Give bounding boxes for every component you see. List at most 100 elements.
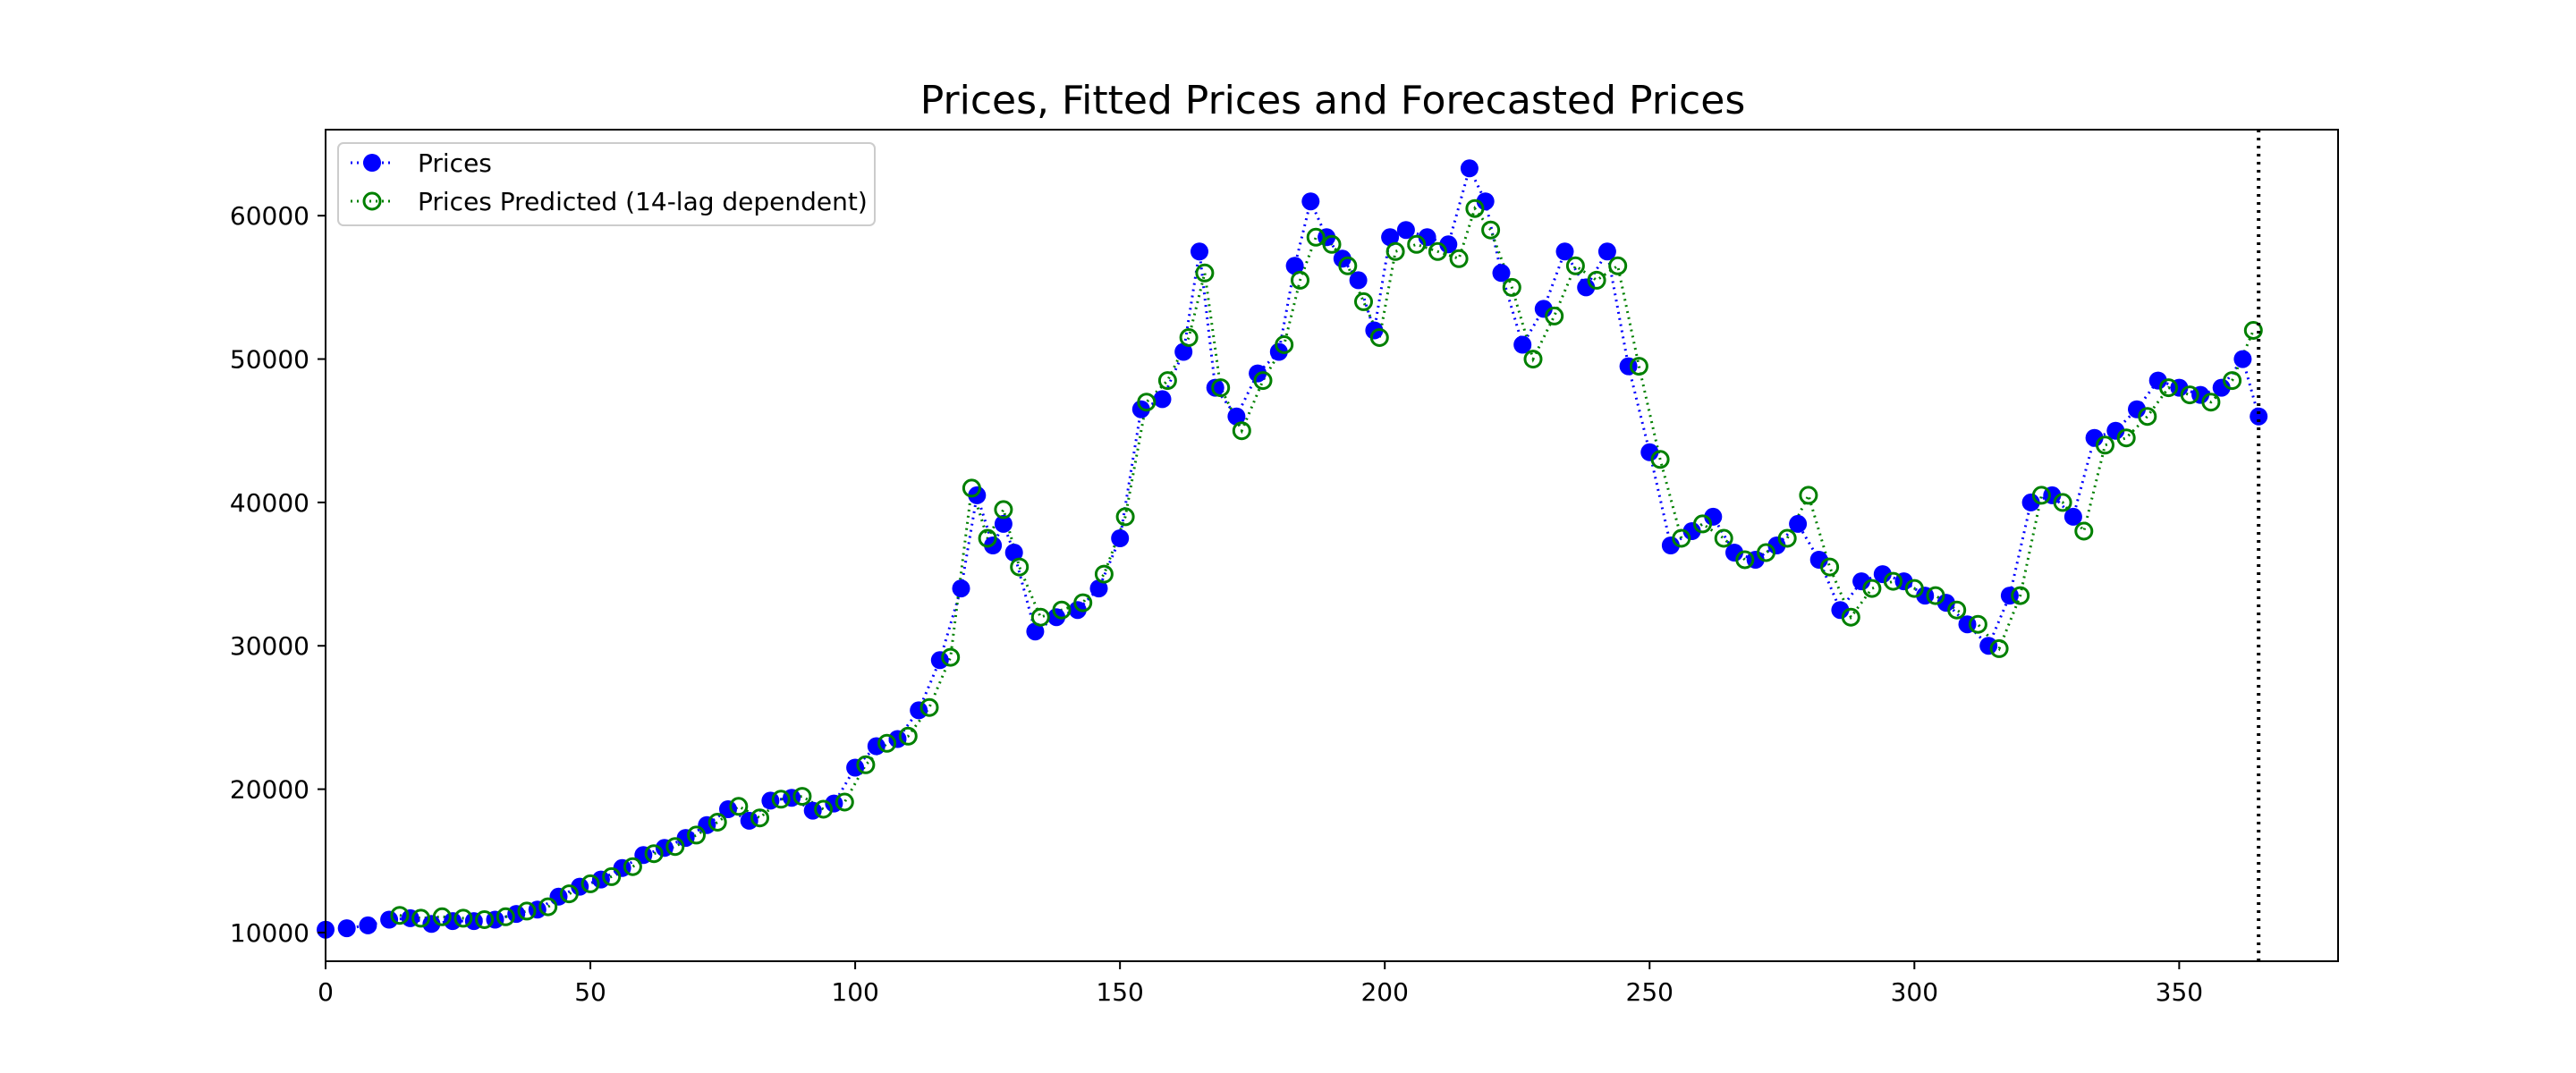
y-axis: 10000 20000 30000 40000 50000 60000 (230, 201, 326, 948)
series-1-point (1523, 350, 1543, 369)
series-0-point (994, 514, 1013, 533)
series-1-point (517, 901, 537, 921)
y-tick-label: 40000 (230, 488, 309, 518)
x-tick-label: 150 (1096, 977, 1143, 1007)
series-1-point (1608, 256, 1628, 275)
series-1-point (2138, 407, 2157, 427)
plot-frame (325, 129, 2339, 962)
series-1-point (994, 500, 1013, 520)
series-0-point (1174, 342, 1193, 361)
series-1-point (2180, 385, 2199, 405)
series-1-point (453, 908, 473, 928)
series-1-point (1354, 291, 1373, 311)
series-1-point (1735, 550, 1755, 570)
series-1-point (432, 907, 452, 926)
series-1-point (1820, 557, 1840, 577)
x-axis: 0 50 100 150 200 250 300 350 (318, 961, 2203, 1007)
y-tick-label: 30000 (230, 631, 309, 661)
series-0-point (1227, 407, 1246, 426)
series-1-point (687, 825, 706, 845)
series-1-point (1481, 220, 1501, 240)
series-1-point (1926, 586, 1945, 605)
legend: Prices Prices Predicted (14-lag dependen… (337, 142, 876, 226)
series-1-point (1385, 241, 1405, 261)
series-0-point (846, 758, 865, 777)
series-0-point (1725, 544, 1743, 562)
series-0-point (2233, 350, 2252, 368)
y-tick-label: 20000 (230, 775, 309, 805)
series-0-point (1704, 507, 1723, 526)
series-layer (317, 159, 2268, 939)
series-1-point (580, 874, 600, 893)
series-1-point (1968, 614, 1987, 634)
series-0-point (1396, 221, 1415, 240)
series-1-point (1545, 306, 1564, 325)
series-1-point (941, 647, 961, 667)
series-1-point (1010, 557, 1030, 577)
series-0-point (1026, 622, 1045, 641)
series-0-point (1640, 443, 1659, 461)
series-1-point (2243, 321, 2263, 340)
series-0-point (1597, 242, 1616, 261)
series-1-point (1369, 328, 1389, 347)
series-line-1 (399, 205, 2255, 922)
y-tick-label: 50000 (230, 345, 309, 375)
series-1-point (1629, 357, 1648, 376)
series-1-point (1253, 371, 1273, 391)
series-1-point (962, 478, 981, 498)
x-tick-label: 300 (1891, 977, 1938, 1007)
series-1-point (1115, 507, 1135, 527)
series-0-point (1476, 192, 1495, 211)
series-0-point (1555, 242, 1574, 261)
series-1-point (1338, 256, 1358, 275)
series-1-point (1777, 528, 1797, 548)
series-1-point (792, 787, 812, 807)
series-0-point (1004, 544, 1023, 562)
series-1-point (2223, 371, 2242, 391)
series-1-point (559, 884, 579, 904)
series-1-point (1714, 528, 1733, 548)
series-1-point (1650, 450, 1670, 469)
series-0-point (1111, 529, 1130, 547)
y-tick-label: 10000 (230, 918, 309, 948)
series-0-point (1285, 257, 1304, 275)
series-1-point (708, 813, 727, 832)
legend-prices-label: Prices (418, 148, 492, 178)
series-0-point (1301, 192, 1320, 211)
x-tick-label: 350 (2156, 977, 2203, 1007)
series-1-point (1195, 263, 1215, 283)
series-0-point (1191, 242, 1208, 261)
series-1-point (771, 790, 791, 809)
series-0-point (2021, 493, 2040, 511)
series-0-point (1460, 159, 1479, 178)
series-1-point (1449, 249, 1469, 268)
series-0-point (2148, 371, 2167, 390)
series-1-point (538, 897, 558, 917)
legend-box (337, 142, 876, 226)
series-0-point (676, 829, 695, 848)
series-0-point (1206, 378, 1224, 397)
series-1-point (1322, 234, 1342, 254)
series-1-point (1306, 227, 1326, 247)
series-1-point (1947, 600, 1967, 620)
series-0-point (591, 870, 610, 889)
series-0-point (888, 730, 907, 748)
series-1-point (1157, 371, 1177, 391)
series-0-point (1789, 514, 1808, 533)
series-1-point (2159, 378, 2178, 398)
series-1-point (2096, 435, 2114, 455)
series-1-point (1211, 378, 1231, 398)
series-0-point (719, 800, 737, 818)
series-0-point (2063, 507, 2082, 526)
series-0-point (930, 651, 949, 670)
series-1-point (1565, 256, 1585, 275)
series-1-point (390, 906, 410, 925)
series-1-point (475, 910, 495, 929)
series-1-point (1428, 241, 1447, 261)
series-0-point (2250, 407, 2268, 426)
series-1-point (1799, 486, 1818, 505)
legend-prices-marker (363, 154, 381, 172)
legend-predicted-marker (362, 191, 382, 211)
series-1-point (2201, 393, 2221, 412)
